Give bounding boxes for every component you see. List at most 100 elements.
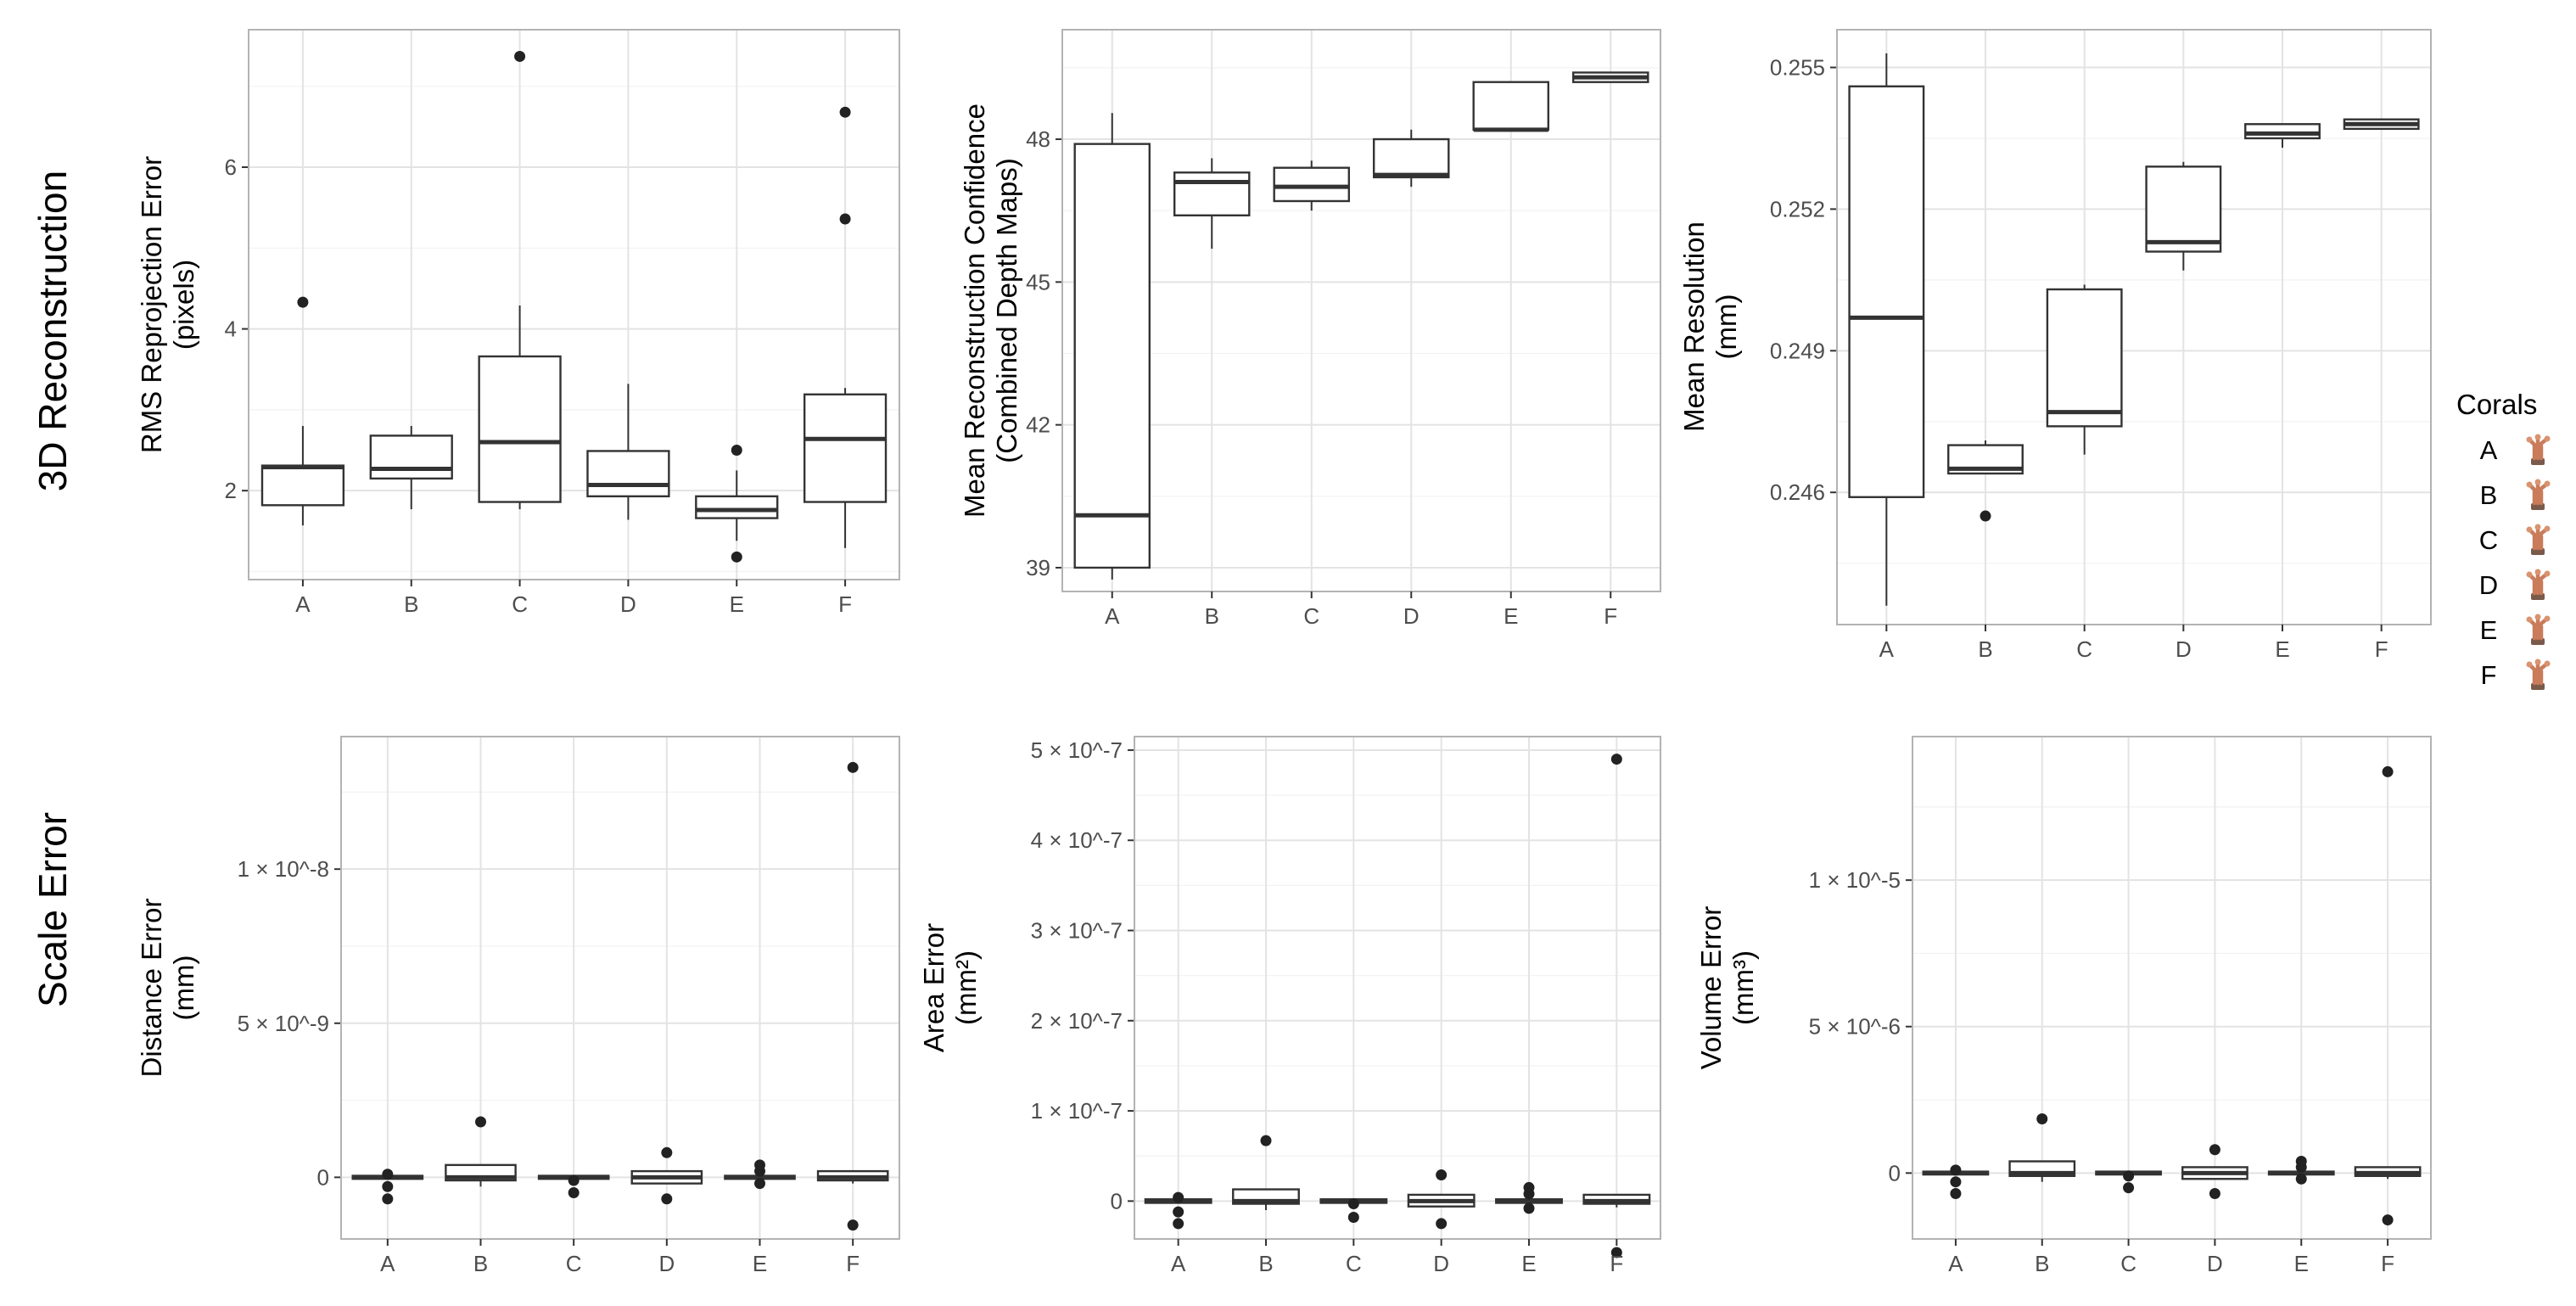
- box-a: [1922, 1164, 1990, 1199]
- y-tick-label: 1 × 10^-5: [1809, 867, 1901, 893]
- y-tick-label: 39: [1026, 555, 1050, 580]
- outlier-point: [1610, 754, 1622, 765]
- x-tick-label: B: [1258, 1251, 1273, 1276]
- box-d: [2181, 1144, 2248, 1199]
- x-tick-label: C: [2120, 1251, 2136, 1276]
- y-tick-label: 45: [1026, 269, 1050, 294]
- box-iqr: [1848, 85, 1925, 498]
- legend-label: E: [2480, 615, 2498, 645]
- y-axis-title: Area Error(mm²): [918, 923, 982, 1052]
- y-tick-label: 1 × 10^-7: [1031, 1098, 1123, 1124]
- x-tick-label: F: [2381, 1251, 2394, 1276]
- outlier-point: [1173, 1218, 1184, 1230]
- panel-mean-reconstruction-confidence: 39 42 45 48 A B C D E F Mean Reconstruction Confid…: [959, 29, 1661, 629]
- panel-volume-error: 0 5 × 10^-6 1 × 10^-5 A B C D E F Volume Error(mm…: [1695, 736, 2432, 1276]
- x-tick-label: D: [1403, 603, 1420, 629]
- y-axis-title-line: (mm³): [1728, 950, 1759, 1025]
- box-c: [537, 1174, 610, 1199]
- box-e: [724, 1159, 796, 1190]
- outlier-point: [754, 1178, 765, 1190]
- x-tick-label: D: [658, 1251, 675, 1276]
- y-tick-label: 4: [225, 317, 237, 342]
- y-tick-label: 0.255: [1770, 55, 1825, 81]
- legend-title: Corals: [2456, 389, 2537, 420]
- outlier-point: [1523, 1202, 1535, 1214]
- box-d: [630, 1146, 703, 1205]
- y-axis-title-line: Mean Resolution: [1678, 221, 1710, 432]
- x-tick-label: B: [1205, 603, 1219, 629]
- y-tick-label: 42: [1026, 412, 1050, 438]
- x-tick-label: C: [512, 591, 528, 617]
- y-tick-label: 5 × 10^-9: [238, 1011, 329, 1036]
- box-f: [1571, 71, 1649, 83]
- x-tick-label: C: [566, 1251, 582, 1276]
- y-tick-label: 5 × 10^-6: [1809, 1014, 1901, 1040]
- box-iqr: [2145, 165, 2222, 253]
- outlier-point: [2123, 1170, 2135, 1182]
- outlier-point: [1950, 1164, 1962, 1176]
- y-tick-label: 0: [1889, 1160, 1901, 1185]
- y-axis-title-line: RMS Reprojection Error: [136, 156, 167, 453]
- box-c: [1319, 1198, 1388, 1223]
- outlier-point: [1523, 1188, 1535, 1200]
- outlier-point: [382, 1169, 394, 1180]
- box-b: [1232, 1135, 1300, 1210]
- outlier-point: [2295, 1173, 2307, 1185]
- box-a: [1144, 1191, 1212, 1230]
- box-iqr: [2046, 288, 2123, 428]
- outlier-point: [1436, 1218, 1448, 1230]
- x-tick-label: A: [1171, 1251, 1186, 1276]
- outlier-point: [754, 1165, 765, 1177]
- outlier-point: [2209, 1144, 2220, 1156]
- x-tick-label: A: [1105, 603, 1120, 629]
- x-tick-label: F: [2375, 636, 2388, 662]
- y-axis-title: Distance Error(mm): [136, 899, 199, 1078]
- x-tick-label: B: [2035, 1251, 2049, 1276]
- box-c: [478, 50, 562, 510]
- y-axis-title-line: (Combined Depth Maps): [991, 158, 1022, 463]
- box-iqr: [695, 495, 779, 519]
- box-iqr: [803, 393, 888, 503]
- box-iqr: [1472, 81, 1550, 132]
- outlier-point: [847, 761, 859, 773]
- panel-border: [1061, 29, 1661, 592]
- x-tick-label: B: [473, 1251, 488, 1276]
- legend-label: B: [2480, 480, 2498, 510]
- panel-rms-reprojection-error: 2 4 6 A B C D E F RMS Reprojection Error(pixels): [136, 29, 900, 617]
- panel-border: [1912, 736, 2432, 1240]
- box-a: [1848, 53, 1925, 606]
- box-b: [369, 425, 453, 510]
- box-f: [1582, 754, 1651, 1258]
- outlier-point: [1950, 1176, 1962, 1188]
- outlier-point: [382, 1193, 394, 1205]
- box-iqr: [1372, 137, 1450, 179]
- y-tick-label: 2 × 10^-7: [1031, 1008, 1123, 1034]
- legend-label: F: [2481, 660, 2497, 690]
- row-label-3d-reconstruction: 3D Reconstruction: [31, 171, 75, 491]
- y-tick-label: 0: [317, 1164, 329, 1190]
- y-tick-label: 4 × 10^-7: [1031, 827, 1123, 853]
- outlier-point: [1173, 1191, 1184, 1203]
- outlier-point: [1347, 1198, 1359, 1210]
- box-e: [695, 445, 779, 563]
- x-tick-label: D: [2207, 1251, 2223, 1276]
- x-tick-label: E: [1521, 1251, 1536, 1276]
- panel-distance-error: 0 5 × 10^-9 1 × 10^-8 A B C D E F Distance Error(…: [136, 736, 900, 1276]
- x-tick-label: D: [1433, 1251, 1449, 1276]
- outlier-point: [1347, 1211, 1359, 1223]
- y-axis-title-line: Volume Error: [1695, 906, 1727, 1070]
- x-tick-label: A: [1948, 1251, 1963, 1276]
- box-e: [1472, 81, 1550, 132]
- y-axis-title-line: Mean Reconstruction Confidence: [959, 104, 990, 518]
- x-tick-label: C: [1303, 603, 1319, 629]
- outlier-point: [847, 1219, 859, 1231]
- coral-icon: [2526, 659, 2551, 690]
- box-d: [1372, 129, 1450, 188]
- coral-icon: [2526, 614, 2551, 645]
- y-axis-title: Volume Error(mm³): [1695, 906, 1759, 1070]
- legend-entry-a: A: [2480, 434, 2551, 465]
- box-c: [2046, 284, 2123, 455]
- x-tick-label: F: [1610, 1251, 1623, 1276]
